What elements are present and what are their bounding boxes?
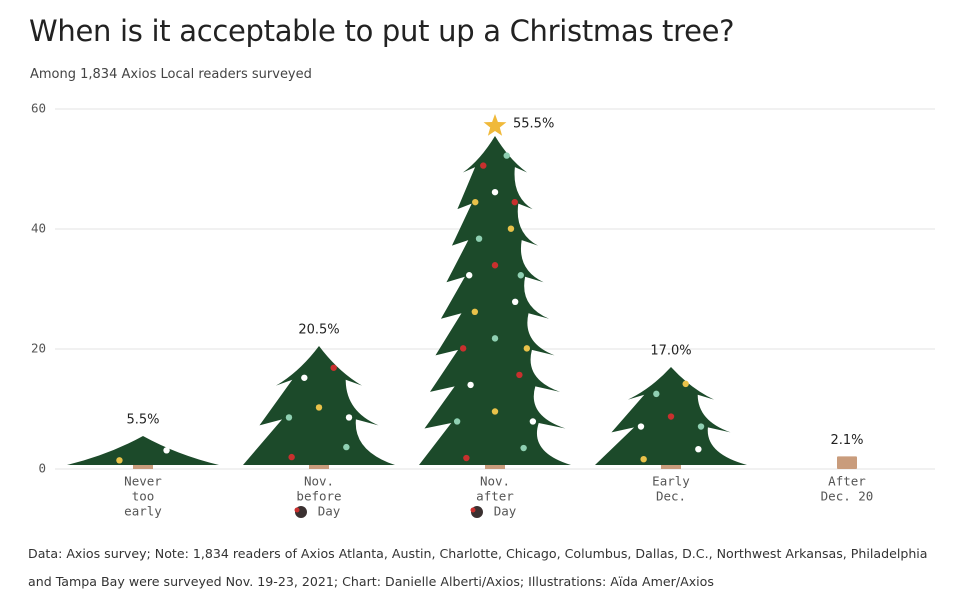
chart-title: When is it acceptable to put up a Christ…	[29, 14, 735, 48]
y-tick-label: 20	[31, 341, 46, 356]
x-tick-label: after	[476, 489, 514, 504]
x-tick-label: early	[124, 504, 162, 519]
tree-stump	[837, 456, 857, 469]
ornament	[301, 374, 308, 381]
ornament	[472, 198, 479, 206]
ornament	[529, 418, 537, 425]
turkey-icon	[294, 507, 300, 513]
trunk	[485, 463, 505, 469]
ornament	[523, 345, 531, 352]
ornament	[315, 404, 323, 411]
ornament	[491, 188, 499, 196]
ornament	[475, 235, 483, 242]
ornament	[116, 457, 123, 464]
ornament	[653, 390, 660, 398]
ornament	[471, 308, 479, 316]
x-tick-label: Early	[652, 474, 690, 489]
x-tick-label: Never	[124, 474, 162, 489]
y-tick-label: 40	[31, 221, 46, 236]
ornament	[467, 381, 474, 389]
ornament	[466, 272, 473, 279]
value-label: 2.1%	[830, 433, 863, 448]
value-label: 55.5%	[513, 117, 554, 132]
chart-note: Data: Axios survey; Note: 1,834 readers …	[28, 546, 928, 589]
x-tick-label: before	[296, 489, 341, 504]
ornament	[640, 456, 647, 463]
ornament	[163, 447, 170, 454]
x-tick-label: After	[828, 474, 866, 489]
ornament	[343, 443, 350, 451]
ornament	[480, 162, 487, 169]
ornament	[453, 418, 461, 425]
tree	[419, 136, 571, 465]
ornament	[507, 225, 515, 232]
x-tick-label: Day	[494, 504, 517, 519]
ornament	[520, 444, 527, 452]
ornament	[511, 198, 518, 206]
y-tick-label: 60	[31, 101, 46, 116]
trunk	[309, 463, 329, 469]
value-label: 20.5%	[298, 323, 339, 338]
x-tick-label: Dec. 20	[821, 489, 874, 504]
value-label: 17.0%	[650, 344, 691, 359]
ornament	[682, 380, 689, 388]
ornament	[516, 371, 523, 379]
y-tick-label: 0	[38, 461, 46, 476]
chart-subtitle: Among 1,834 Axios Local readers surveyed	[30, 67, 312, 82]
tree	[67, 436, 219, 465]
ornament	[285, 414, 293, 421]
x-tick-label: Day	[318, 504, 341, 519]
ornament	[463, 454, 470, 462]
ornament	[491, 335, 499, 342]
ornament	[697, 423, 705, 430]
value-label: 5.5%	[126, 413, 159, 428]
turkey-icon	[470, 507, 476, 513]
x-tick-label: Nov.	[480, 474, 510, 489]
ornament	[667, 413, 675, 420]
chart: 0204060Nevertooearly5.5%Nov.beforeDay20.…	[31, 101, 935, 519]
trunk	[133, 463, 153, 469]
ornament	[459, 345, 467, 352]
ornament	[491, 262, 499, 269]
ornament	[503, 152, 510, 159]
x-tick-label: too	[132, 489, 155, 504]
ornament	[695, 446, 702, 453]
x-tick-label: Nov.	[304, 474, 334, 489]
trunk	[661, 463, 681, 469]
ornament	[345, 414, 353, 421]
ornament	[637, 423, 645, 430]
ornament	[288, 453, 295, 461]
x-tick-label: Dec.	[656, 489, 686, 504]
star	[483, 114, 507, 136]
ornament	[330, 364, 337, 371]
ornament	[491, 408, 499, 415]
ornament	[511, 298, 519, 306]
ornament	[517, 272, 524, 279]
